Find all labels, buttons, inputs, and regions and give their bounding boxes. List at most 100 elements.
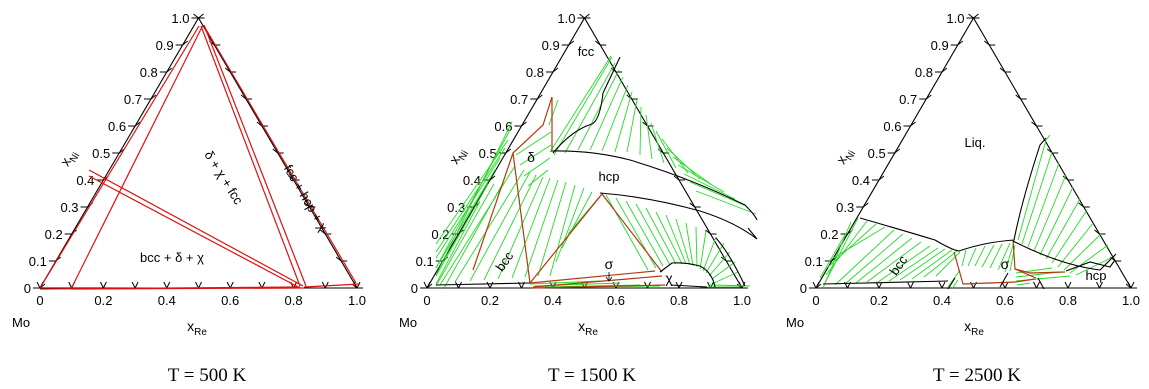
tick-mark [941,67,948,73]
tick-mark [878,175,885,181]
boundary-line [953,251,964,285]
panel-caption: T = 1500 K [548,365,636,386]
tick-mark [1096,281,1100,289]
left-tick-label: 0.3 [836,200,854,215]
left-tick-label: 0.1 [29,254,47,269]
left-tick-label: 0.2 [431,227,449,242]
tick-mark [1130,281,1135,289]
tick-mark [594,40,601,46]
region-label-bcc: bcc [492,248,516,274]
left-tick-label: 0.7 [124,92,142,107]
panel-caption: T = 2500 K [933,365,1021,386]
tick-mark [894,148,901,154]
phase-boundaries [953,239,1066,285]
tick-mark [521,121,527,127]
left-tick-label: 0.1 [805,254,823,269]
boundary-line [962,281,1016,285]
tick-mark [224,67,231,73]
boundary-line [1014,278,1036,283]
bottom-tick-label: 0.8 [670,293,688,308]
tick-mark [426,283,433,289]
x-axis-label: xRe [578,318,598,338]
boundary-line [529,193,663,284]
left-tick-label: 0.5 [868,146,886,161]
bottom-tick-label: 0.4 [933,293,951,308]
left-tick-label: 0.8 [915,65,933,80]
tick-mark [568,40,575,46]
ternary-panel-500k: 0 0.2 0.4 0.6 0.8 1.0 00.10.20.30.40.50.60.70… [12,11,366,386]
region-label-delta-chi-fcc: δ + χ + fcc [201,148,246,208]
left-tick-label: 1.0 [557,11,575,26]
tick-mark [968,13,974,19]
tick-mark [552,67,559,73]
tick-mark [36,281,41,289]
tick-mark [356,281,361,289]
tie-lines [435,55,757,289]
tick-mark [324,281,329,289]
left-tick-label: 0.3 [60,200,78,215]
triangle-frame [39,16,358,289]
bottom-tick-label: 0.2 [94,293,112,308]
tick-mark [1046,148,1053,154]
boundary-line [859,137,1047,252]
y-axis-label: xNi [446,144,472,168]
phase-boundaries-black [822,137,1117,290]
boundary-line [999,272,1009,288]
tick-mark [489,281,494,289]
triangle-outline [39,16,358,289]
tick-mark [741,281,746,289]
boundary-line [472,96,553,271]
tick-mark [815,283,822,289]
tick-mark [1015,94,1022,100]
tick-mark [812,281,817,289]
tick-mark [335,256,342,262]
left-tick-label: 0.2 [820,227,838,242]
ternary-panel-2500k: 0 0.2 0.4 0.6 0.8 1.0 00.10.20.30.40.50.60.70… [786,11,1140,386]
boundary-line [1065,259,1116,272]
left-tick-label: 0.4 [76,173,94,188]
tick-mark [910,281,914,289]
triangle-frame [815,16,1132,289]
tick-mark [910,121,916,127]
left-tick-label: 0.5 [92,146,110,161]
boundary-line [529,270,656,284]
tie-lines [819,134,1116,290]
left-tick-label: 0.1 [416,254,434,269]
sigma-pointer-arrowhead [605,276,613,282]
boundary-line [70,287,305,290]
left-tick-label: 0.7 [510,92,528,107]
triangle-outline [815,16,1132,289]
left-tick-label: 0 [411,281,418,296]
tick-mark [626,94,633,100]
boundary-line [532,275,663,288]
left-tick-label: 1.0 [946,11,964,26]
tick-mark [673,175,680,181]
region-label-sigma: σ [605,256,614,272]
tick-mark [166,67,173,73]
tick-mark [983,40,990,46]
tick-mark [272,148,279,154]
tick-mark [999,67,1006,73]
tick-mark [240,94,247,100]
phase-boundaries-black [435,56,758,288]
bottom-tick-label: 0.4 [544,293,562,308]
left-tick-label: 0.2 [45,227,63,242]
phase-boundaries [39,24,361,290]
bottom-tick-label: 1.0 [733,293,751,308]
ternary-panel-1500k: 0 0.2 0.4 0.6 0.8 1.0 0 0.1 0.2 0.3 0.4 0.5 0.6 0.7 0… [399,11,758,386]
tick-mark [99,281,104,289]
x-axis-label: xRe [187,318,207,338]
phase-boundaries [472,96,666,289]
tick-mark [134,281,139,289]
boundary-line [552,56,621,154]
tick-mark [1004,281,1009,289]
boundary-line [1012,239,1037,279]
tick-mark [68,281,73,289]
left-tick-label: 0.5 [479,146,497,161]
tick-mark [198,13,204,19]
tick-mark [957,40,964,46]
tick-mark [182,40,188,46]
tick-mark [163,281,168,289]
tick-mark [195,281,199,289]
